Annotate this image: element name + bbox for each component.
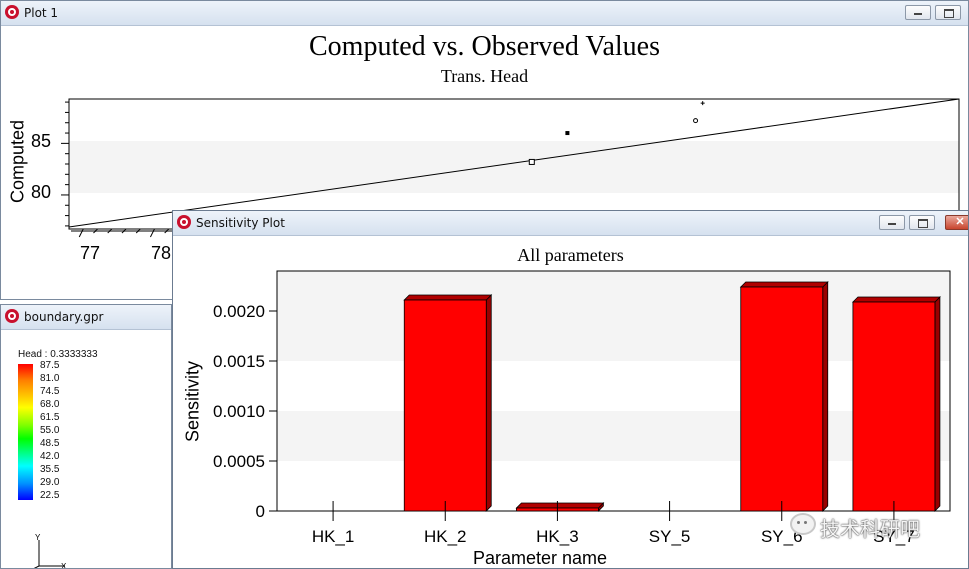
xtick-label-77: 77	[80, 243, 101, 263]
bar	[515, 502, 605, 512]
close-button[interactable]	[945, 215, 968, 230]
ytick-label-80: 80	[31, 182, 52, 202]
sensitivity-window[interactable]: Sensitivity Plot 0 0.0005 0.0010 0.0015 0.00…	[172, 210, 969, 569]
legend-value: 22.5	[40, 490, 60, 501]
legend-title: Head : 0.3333333	[18, 349, 98, 360]
bar-chart-title: All parameters	[517, 245, 624, 265]
grid-band	[277, 271, 950, 311]
watermark-text: 技术科研吧	[820, 517, 920, 541]
wechat-icon	[790, 513, 816, 535]
ytick-label: 0.0010	[213, 402, 265, 421]
plot-band	[69, 141, 959, 193]
plot1-subtitle: Trans. Head	[440, 66, 529, 86]
app-logo-icon	[177, 215, 191, 229]
bar-chart-ylabel: Sensitivity	[182, 360, 203, 443]
bar-chart-xlabel: Parameter name	[473, 548, 608, 568]
legend-value: 35.5	[40, 464, 60, 475]
triad-y-label: Y	[35, 533, 41, 542]
xtick-mark	[93, 228, 98, 234]
legend-value: 87.5	[40, 360, 60, 371]
ytick-label: 0.0020	[213, 302, 265, 321]
maximize-button[interactable]	[909, 215, 935, 230]
xtick-mark	[78, 228, 84, 238]
xtick-label: SY_6	[761, 527, 803, 546]
legend-value: 48.5	[40, 438, 60, 449]
bar	[739, 281, 829, 512]
app-logo-icon	[5, 309, 19, 323]
color-scale-bar	[18, 364, 33, 500]
watermark: 技术科研吧	[790, 511, 969, 541]
scatter-point	[528, 158, 535, 165]
app-logo-icon	[5, 5, 19, 19]
legend-value: 29.0	[40, 477, 60, 488]
plot1-title: Computed vs. Observed Values	[309, 31, 660, 62]
boundary-titlebar[interactable]: boundary.gpr	[1, 305, 171, 330]
minimize-button[interactable]	[905, 5, 931, 20]
axis-triad-icon	[33, 540, 65, 568]
boundary-window-title: boundary.gpr	[24, 310, 104, 324]
bar-plot-frame	[276, 270, 951, 512]
ytick-label-85: 85	[31, 131, 52, 151]
grid-band	[277, 311, 950, 361]
ytick-label: 0.0005	[213, 452, 265, 471]
xtick-label: HK_1	[312, 527, 355, 546]
ytick-label: 0	[256, 502, 265, 521]
xtick-label: SY_7	[873, 527, 915, 546]
scatter-point	[693, 118, 699, 124]
plot1-titlebar[interactable]: Plot 1	[1, 1, 968, 26]
legend-value: 68.0	[40, 399, 60, 410]
grid-band	[277, 411, 950, 461]
minimize-button[interactable]	[879, 215, 905, 230]
xtick-mark	[107, 228, 113, 234]
xtick-label: HK_2	[424, 527, 467, 546]
maximize-button[interactable]	[935, 5, 961, 20]
xtick-mark	[135, 228, 141, 234]
scatter-point	[700, 101, 705, 106]
scatter-point	[565, 131, 570, 136]
sensitivity-titlebar[interactable]: Sensitivity Plot	[173, 211, 968, 236]
xtick-label-78: 78	[151, 243, 172, 263]
scatter-plot	[61, 98, 960, 238]
plot1-window-title: Plot 1	[24, 6, 59, 20]
xtick-mark	[149, 228, 155, 238]
legend-value: 74.5	[40, 386, 60, 397]
xtick-label: SY_5	[649, 527, 691, 546]
legend-value: 81.0	[40, 373, 60, 384]
bar	[403, 294, 493, 512]
legend-value: 61.5	[40, 412, 60, 423]
sensitivity-window-title: Sensitivity Plot	[196, 216, 285, 230]
xtick-label: HK_3	[536, 527, 579, 546]
one-to-one-line	[68, 98, 960, 228]
boundary-window[interactable]: boundary.gpr Head : 0.3333333 87.5 81.0 74…	[0, 304, 172, 569]
triad-x-label: X	[61, 562, 67, 569]
ytick-label: 0.0015	[213, 352, 265, 371]
xtick-mark	[164, 228, 170, 234]
xtick-mark	[121, 228, 127, 234]
bar-chart: 0 0.0005 0.0010 0.0015 0.0020 HK_1 HK_2 HK_3 SY…	[213, 270, 951, 546]
legend-value: 42.0	[40, 451, 60, 462]
legend-value: 55.0	[40, 425, 60, 436]
bar	[851, 296, 941, 512]
